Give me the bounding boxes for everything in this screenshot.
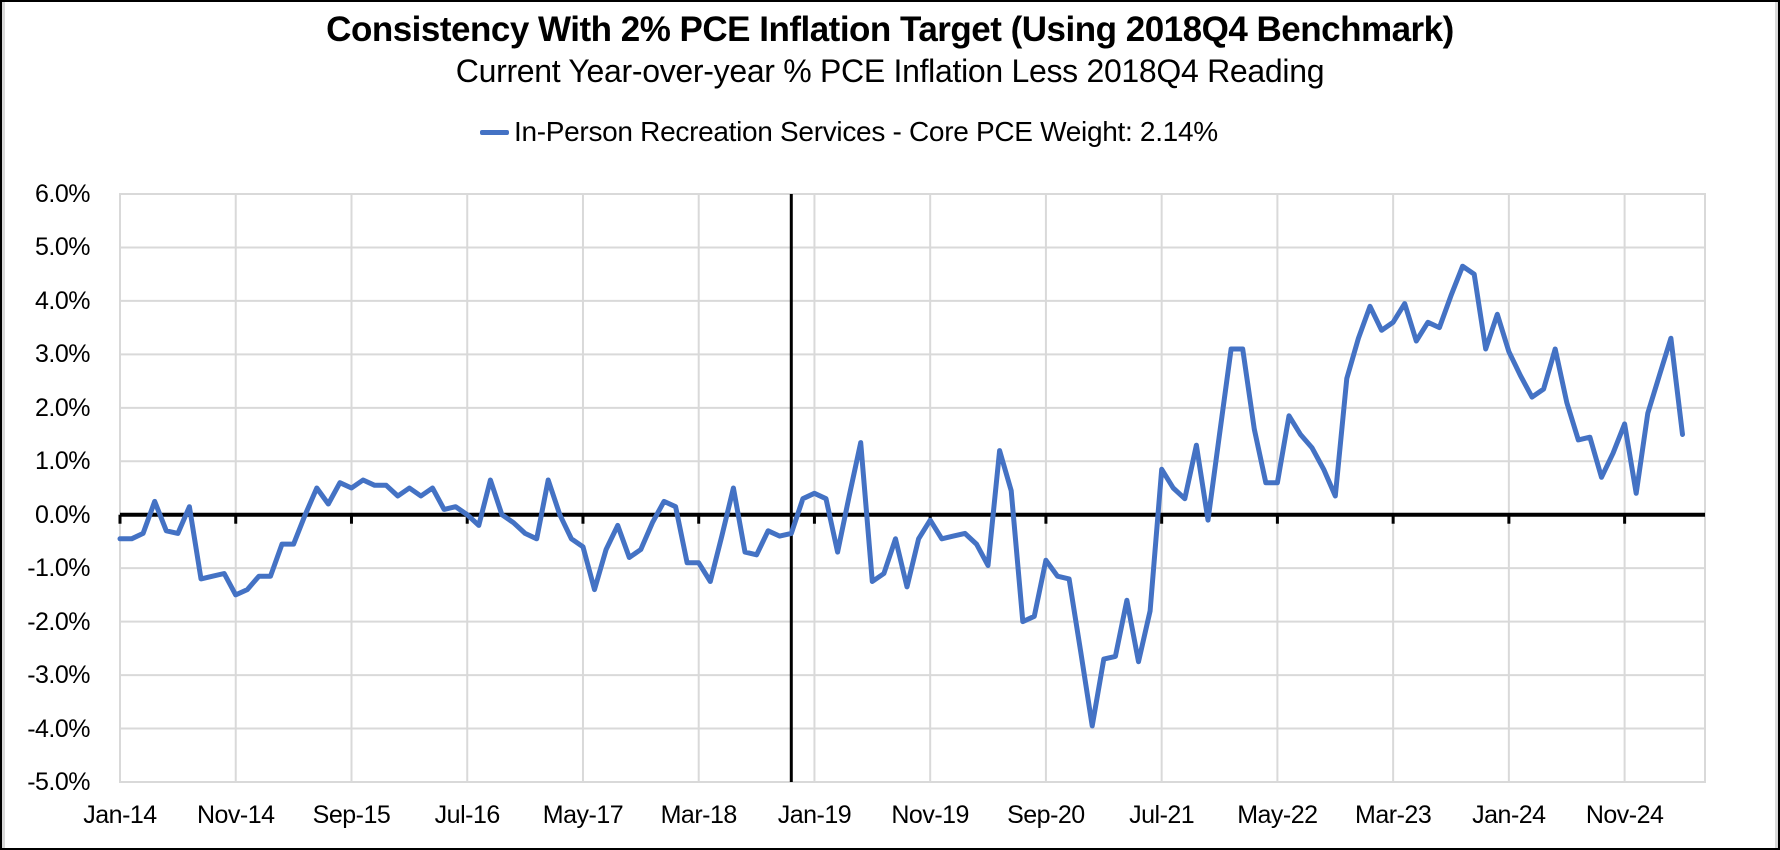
x-axis-tick-label: Sep-20	[1007, 801, 1085, 829]
y-axis-tick-label: -3.0%	[27, 661, 90, 690]
x-axis-tick-label: Jan-24	[1472, 801, 1546, 829]
x-axis-tick-label: Nov-24	[1585, 801, 1664, 829]
y-axis-tick-label: 3.0%	[35, 340, 90, 369]
x-axis-tick-label: Mar-23	[1355, 801, 1432, 829]
data-line	[117, 263, 1685, 729]
y-axis-tick-label: 2.0%	[35, 393, 90, 422]
plot-border	[119, 193, 1706, 783]
x-axis-tick-label: Jan-19	[777, 801, 852, 829]
y-axis-tick-label: 0.0%	[35, 500, 90, 529]
x-axis-tick-label: Sep-15	[312, 801, 391, 829]
x-axis-tick-label: May-17	[542, 801, 624, 829]
x-axis-tick-label: Jul-16	[434, 801, 501, 829]
legend-series-label: In-Person Recreation Services - Core PCE…	[514, 116, 1218, 147]
y-axis-tick-label: 6.0%	[35, 180, 90, 208]
chart-subtitle: Current Year-over-year % PCE Inflation L…	[455, 53, 1325, 89]
legend-line-marker	[480, 129, 509, 135]
y-axis-tick-label: -5.0%	[27, 768, 90, 796]
y-axis-tick-label: 5.0%	[35, 233, 90, 262]
chart-title: Consistency With 2% PCE Inflation Target…	[326, 10, 1454, 49]
x-axis-tick-label: Jul-21	[1129, 801, 1195, 829]
x-axis-tick-label: May-22	[1237, 801, 1318, 829]
y-axis-tick-label: -4.0%	[27, 714, 90, 743]
chart-legend: In-Person Recreation Services - Core PCE…	[480, 116, 1218, 148]
y-axis-tick-label: -2.0%	[27, 607, 90, 636]
x-axis-tick-label: Nov-19	[891, 801, 969, 829]
x-axis-tick-label: Nov-14	[196, 801, 275, 829]
x-axis-tick-label: Jan-14	[83, 801, 157, 829]
x-axis-tick-label: Mar-18	[660, 801, 738, 829]
y-axis-tick-label: 1.0%	[35, 447, 90, 476]
y-axis-tick-label: 4.0%	[35, 286, 90, 315]
y-axis-tick-label: -1.0%	[27, 554, 90, 583]
